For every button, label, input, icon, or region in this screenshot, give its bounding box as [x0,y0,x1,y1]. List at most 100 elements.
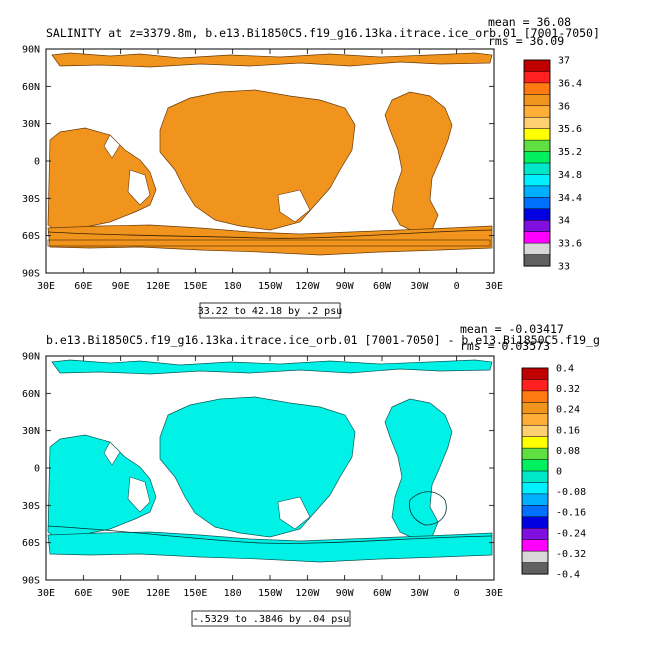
latitude-label: 0 [34,157,40,168]
colorbar-swatch [523,174,551,187]
colorbar-label: 0.32 [556,384,580,395]
colorbar-swatch [521,516,549,529]
longitude-label: 180 [224,588,242,599]
longitude-label: 60W [373,588,392,599]
colorbar-swatch [523,94,551,107]
colorbar-label: -0.24 [556,528,586,539]
colorbar-swatch [521,493,549,506]
colorbar-label: 36 [558,101,570,112]
colorbar-swatch [521,413,549,426]
longitude-label: 120W [295,281,320,292]
longitude-label: 90W [336,588,355,599]
colorbar-swatch [523,242,551,256]
colorbar-label: 0.24 [556,405,580,416]
colorbar-label: -0.08 [556,487,586,498]
panel-title: b.e13.Bi1850C5.f19_g16.13ka.itrace.ice_o… [46,333,600,347]
latitude-label: 30S [22,501,40,512]
range-box [191,610,351,627]
colorbar-swatch [523,185,551,198]
colorbar-label: -0.4 [556,570,580,581]
colorbar-swatch [521,424,549,438]
colorbar-swatch [523,219,551,233]
colorbar: 0.4 0.32 0.24 0.16 0.08 0 -0.08 -0.16 -0.24 -0.32… [521,364,586,581]
colorbar-label: 0 [556,467,562,478]
colorbar-label: 37 [558,56,570,67]
longitude-label: 150E [183,281,207,292]
colorbar-label: 35.6 [558,124,582,135]
longitude-label: 90E [112,588,130,599]
latitude-label: 60N [22,82,40,93]
colorbar-label: 33.6 [558,239,582,250]
map-area [45,48,495,274]
colorbar-swatch [523,128,551,141]
colorbar-swatch [523,105,551,118]
rms-text: rms = 0.03573 [460,339,550,353]
panel-salinity: SALINITY at z=3379.8m, b.e13.Bi1850C5.f1… [22,15,600,319]
longitude-label: 180 [224,281,242,292]
axis-ticks [45,355,495,581]
panel-title: SALINITY at z=3379.8m, b.e13.Bi1850C5.f1… [46,26,600,40]
longitude-label: 30E [485,281,503,292]
ocean-field [47,359,493,563]
ocean-field [47,52,493,256]
latitude-label: 90N [22,45,40,56]
colorbar-swatch [523,197,551,210]
range-text: -.5329 to .3846 by .04 psu [193,614,350,625]
longitude-labels: 30E 60E 90E 120E 150E 180 150W 120W 90W 60W 30W 0 30… [37,588,503,599]
colorbar-swatch [523,151,551,164]
colorbar-swatch [523,82,551,95]
colorbar-label: 34 [558,216,570,227]
colorbar-label: 34.8 [558,170,582,181]
colorbar-swatch [521,505,549,518]
colorbar-label: 36.4 [558,78,582,89]
longitude-label: 150E [183,588,207,599]
longitude-label: 0 [454,588,460,599]
range-box [199,302,341,319]
longitude-label: 0 [454,281,460,292]
longitude-label: 30E [37,588,55,599]
axis-ticks [45,48,495,274]
mean-text: mean = 36.08 [488,15,571,29]
colorbar-swatch [521,459,549,472]
colorbar-swatch [521,482,549,495]
longitude-label: 120E [146,281,170,292]
longitude-label: 30E [485,588,503,599]
latitude-label: 90N [22,352,40,363]
colorbar: 37 36.4 36 35.6 35.2 34.8 34.4 34 33.6 33 [523,56,582,273]
latitude-label: 30S [22,194,40,205]
colorbar-swatch [523,254,551,267]
colorbar-swatch [523,59,551,72]
colorbar-swatch [521,539,549,552]
latitude-label: 60S [22,538,40,549]
colorbar-swatch [521,550,549,564]
rms-text: rms = 36.09 [488,34,564,48]
longitude-label: 90W [336,281,355,292]
colorbar-swatch [521,402,549,415]
latitude-label: 60S [22,231,40,242]
latitude-label: 30N [22,119,40,130]
latitude-labels: 90N 60N 30N 0 30S 60S 90S [22,352,40,587]
latitude-label: 30N [22,426,40,437]
longitude-labels: 30E 60E 90E 120E 150E 180 150W 120W 90W 60W 30W 0 30… [37,281,503,292]
colorbar-label: 33 [558,262,570,273]
longitude-label: 150W [258,281,283,292]
latitude-label: 90S [22,576,40,587]
colorbar-swatch [523,162,551,175]
colorbar-label: 35.2 [558,147,582,158]
latitude-labels: 90N 60N 30N 0 30S 60S 90S [22,45,40,280]
colorbar-swatch [521,470,549,483]
colorbar-swatch [521,390,549,403]
longitude-label: 30W [410,588,429,599]
colorbar-swatch [523,139,551,153]
colorbar-label: 34.4 [558,193,582,204]
colorbar-swatch [523,231,551,244]
colorbar-swatch [521,436,549,449]
colorbar-swatch [521,447,549,461]
longitude-label: 90E [112,281,130,292]
mean-text: mean = -0.03417 [460,322,564,336]
longitude-label: 30W [410,281,429,292]
map-area [45,355,495,581]
longitude-label: 30E [37,281,55,292]
latitude-label: 90S [22,269,40,280]
